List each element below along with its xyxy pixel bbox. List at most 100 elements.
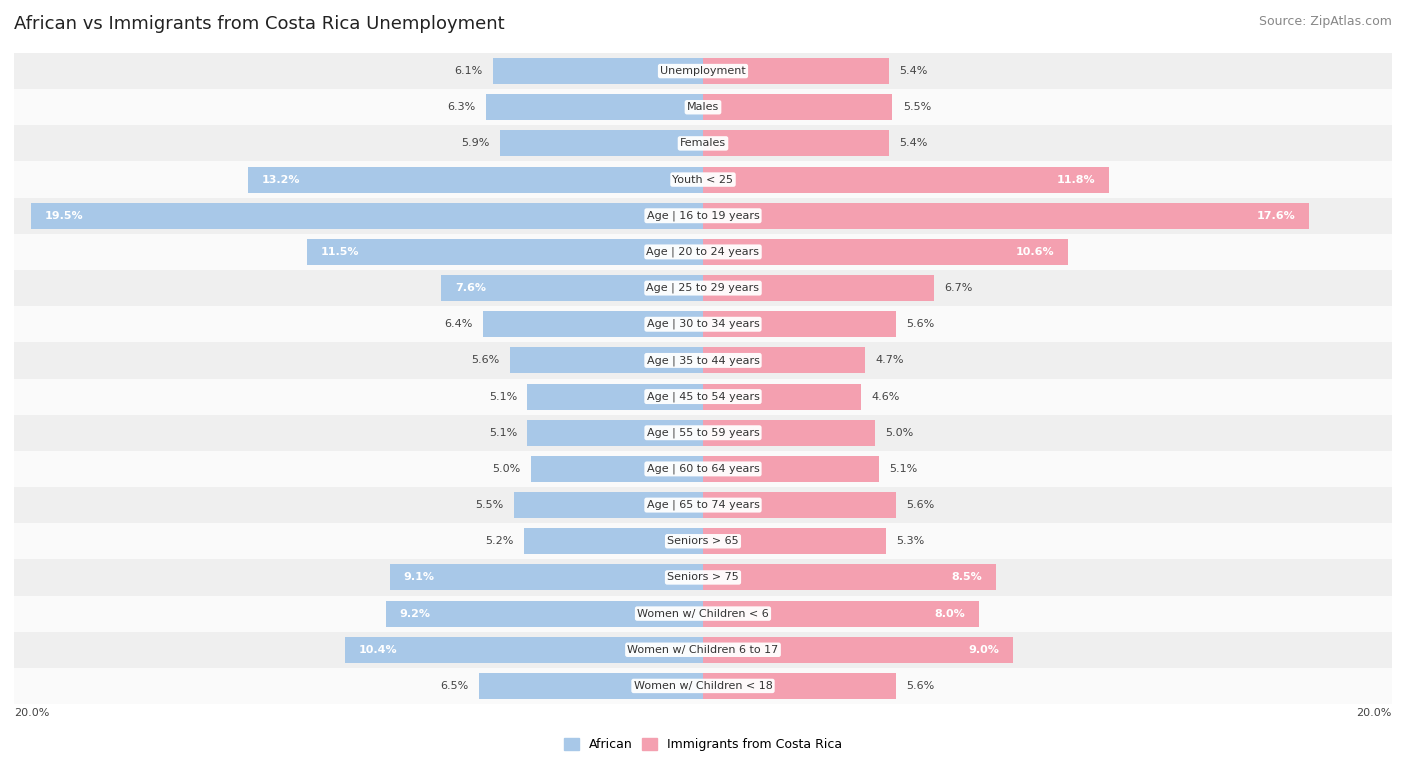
Text: 5.0%: 5.0%	[492, 464, 520, 474]
Text: 5.4%: 5.4%	[900, 66, 928, 76]
Text: Age | 45 to 54 years: Age | 45 to 54 years	[647, 391, 759, 402]
Bar	[14, 631, 1392, 668]
Text: 6.7%: 6.7%	[945, 283, 973, 293]
Text: Age | 60 to 64 years: Age | 60 to 64 years	[647, 464, 759, 474]
Bar	[14, 378, 1392, 415]
Bar	[703, 673, 896, 699]
Bar	[703, 419, 875, 446]
Bar	[703, 637, 1012, 663]
Text: 5.5%: 5.5%	[475, 500, 503, 510]
Bar	[307, 239, 703, 265]
Bar	[482, 311, 703, 338]
Text: Seniors > 75: Seniors > 75	[666, 572, 740, 582]
Text: Age | 55 to 59 years: Age | 55 to 59 years	[647, 428, 759, 438]
Text: 20.0%: 20.0%	[14, 708, 49, 718]
Bar	[14, 559, 1392, 596]
Text: Women w/ Children < 6: Women w/ Children < 6	[637, 609, 769, 618]
Text: 20.0%: 20.0%	[1357, 708, 1392, 718]
Text: Age | 20 to 24 years: Age | 20 to 24 years	[647, 247, 759, 257]
Bar	[703, 58, 889, 84]
Text: 5.6%: 5.6%	[907, 681, 935, 691]
Bar	[531, 456, 703, 482]
Bar	[14, 342, 1392, 378]
Text: 5.9%: 5.9%	[461, 139, 489, 148]
Text: Age | 65 to 74 years: Age | 65 to 74 years	[647, 500, 759, 510]
Bar	[510, 347, 703, 373]
Text: Women w/ Children < 18: Women w/ Children < 18	[634, 681, 772, 691]
Text: Age | 35 to 44 years: Age | 35 to 44 years	[647, 355, 759, 366]
Text: 11.8%: 11.8%	[1057, 175, 1095, 185]
Text: 5.5%: 5.5%	[903, 102, 931, 112]
Bar	[344, 637, 703, 663]
Bar	[513, 492, 703, 518]
Text: 8.0%: 8.0%	[934, 609, 965, 618]
Bar	[14, 89, 1392, 126]
Text: 4.7%: 4.7%	[875, 356, 904, 366]
Bar	[527, 419, 703, 446]
Bar	[703, 167, 1109, 192]
Text: Youth < 25: Youth < 25	[672, 175, 734, 185]
Bar	[14, 487, 1392, 523]
Text: 6.4%: 6.4%	[444, 319, 472, 329]
Text: 5.1%: 5.1%	[489, 428, 517, 438]
Bar	[14, 415, 1392, 451]
Bar	[479, 673, 703, 699]
Bar	[249, 167, 703, 192]
Text: Women w/ Children 6 to 17: Women w/ Children 6 to 17	[627, 645, 779, 655]
Text: 5.6%: 5.6%	[471, 356, 499, 366]
Bar	[494, 58, 703, 84]
Bar	[703, 94, 893, 120]
Text: Age | 30 to 34 years: Age | 30 to 34 years	[647, 319, 759, 329]
Bar	[703, 492, 896, 518]
Text: 6.5%: 6.5%	[440, 681, 468, 691]
Text: 9.1%: 9.1%	[404, 572, 434, 582]
Bar	[703, 384, 862, 410]
Bar	[499, 130, 703, 157]
Text: Males: Males	[688, 102, 718, 112]
Text: 11.5%: 11.5%	[321, 247, 359, 257]
Text: 5.4%: 5.4%	[900, 139, 928, 148]
Text: 5.6%: 5.6%	[907, 319, 935, 329]
Bar	[14, 668, 1392, 704]
Bar	[703, 456, 879, 482]
Bar	[387, 600, 703, 627]
Text: 7.6%: 7.6%	[456, 283, 486, 293]
Text: 5.6%: 5.6%	[907, 500, 935, 510]
Text: 9.0%: 9.0%	[969, 645, 1000, 655]
Bar	[703, 347, 865, 373]
Text: 5.0%: 5.0%	[886, 428, 914, 438]
Text: 8.5%: 8.5%	[952, 572, 981, 582]
Text: African vs Immigrants from Costa Rica Unemployment: African vs Immigrants from Costa Rica Un…	[14, 15, 505, 33]
Text: 19.5%: 19.5%	[45, 210, 84, 221]
Bar	[527, 384, 703, 410]
Text: 6.3%: 6.3%	[447, 102, 475, 112]
Bar	[524, 528, 703, 554]
Bar	[703, 275, 934, 301]
Text: Source: ZipAtlas.com: Source: ZipAtlas.com	[1258, 15, 1392, 28]
Bar	[703, 239, 1069, 265]
Text: Age | 16 to 19 years: Age | 16 to 19 years	[647, 210, 759, 221]
Bar	[14, 306, 1392, 342]
Text: 17.6%: 17.6%	[1257, 210, 1295, 221]
Bar	[14, 451, 1392, 487]
Bar	[703, 130, 889, 157]
Text: Females: Females	[681, 139, 725, 148]
Text: Unemployment: Unemployment	[661, 66, 745, 76]
Bar	[703, 203, 1309, 229]
Bar	[441, 275, 703, 301]
Text: 5.1%: 5.1%	[489, 391, 517, 401]
Text: Age | 25 to 29 years: Age | 25 to 29 years	[647, 283, 759, 293]
Text: 13.2%: 13.2%	[262, 175, 301, 185]
Bar	[703, 311, 896, 338]
Bar	[31, 203, 703, 229]
Text: 10.6%: 10.6%	[1015, 247, 1054, 257]
Bar	[703, 528, 886, 554]
Bar	[703, 565, 995, 590]
Bar	[14, 596, 1392, 631]
Bar	[14, 234, 1392, 270]
Text: 9.2%: 9.2%	[399, 609, 430, 618]
Text: 5.3%: 5.3%	[896, 536, 924, 547]
Bar	[703, 600, 979, 627]
Legend: African, Immigrants from Costa Rica: African, Immigrants from Costa Rica	[558, 734, 848, 756]
Text: Seniors > 65: Seniors > 65	[668, 536, 738, 547]
